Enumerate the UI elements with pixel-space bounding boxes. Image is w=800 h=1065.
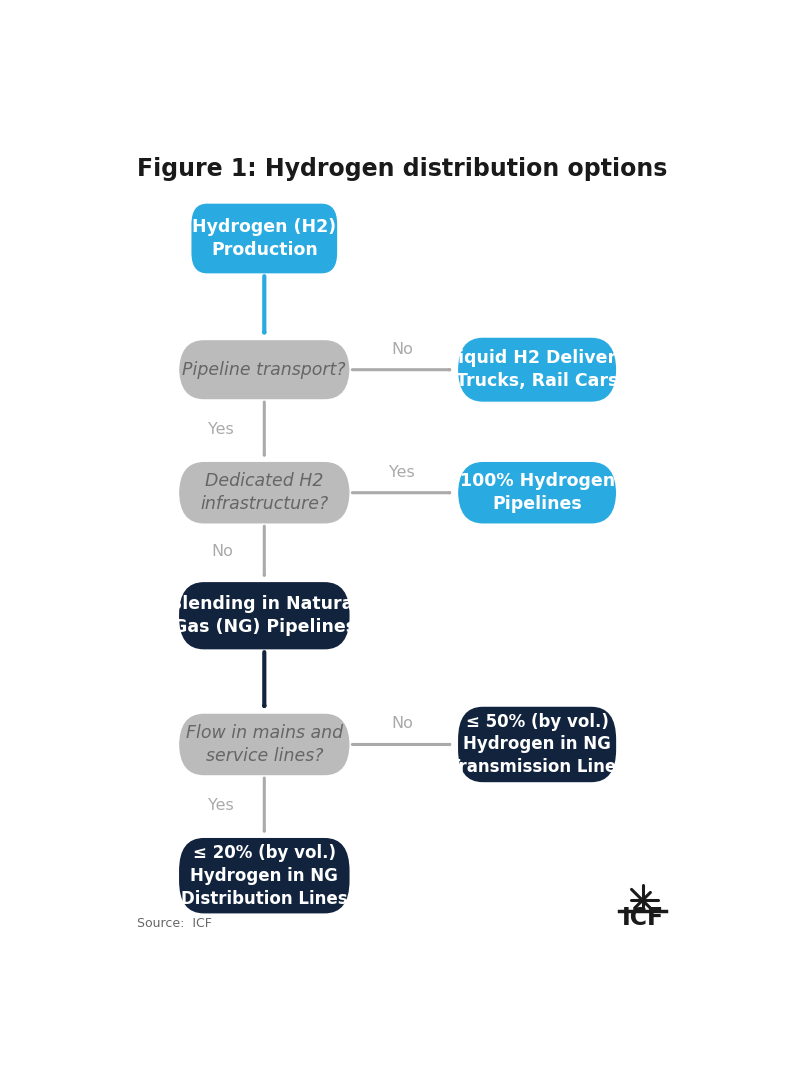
FancyBboxPatch shape: [179, 583, 350, 650]
FancyBboxPatch shape: [179, 838, 350, 914]
FancyBboxPatch shape: [458, 338, 616, 402]
Text: Yes: Yes: [390, 464, 415, 479]
Text: 100% Hydrogen
Pipelines: 100% Hydrogen Pipelines: [459, 472, 614, 513]
Text: Yes: Yes: [207, 423, 234, 438]
Text: No: No: [391, 717, 413, 732]
Text: No: No: [391, 342, 413, 357]
Text: No: No: [211, 544, 234, 559]
Text: Hydrogen (H2)
Production: Hydrogen (H2) Production: [192, 218, 336, 259]
Text: Pipeline transport?: Pipeline transport?: [182, 361, 346, 379]
Text: Blending in Natural
Gas (NG) Pipelines: Blending in Natural Gas (NG) Pipelines: [169, 595, 359, 636]
FancyBboxPatch shape: [179, 714, 350, 775]
Text: Figure 1: Hydrogen distribution options: Figure 1: Hydrogen distribution options: [138, 157, 667, 180]
Text: ICF: ICF: [622, 906, 663, 930]
Text: ≤ 50% (by vol.)
Hydrogen in NG
Transmission Lines: ≤ 50% (by vol.) Hydrogen in NG Transmiss…: [449, 712, 626, 776]
FancyBboxPatch shape: [179, 340, 350, 399]
Text: Flow in mains and
service lines?: Flow in mains and service lines?: [186, 724, 343, 765]
FancyBboxPatch shape: [458, 707, 616, 782]
FancyBboxPatch shape: [191, 203, 337, 274]
FancyBboxPatch shape: [458, 462, 616, 524]
Text: ≤ 20% (by vol.)
Hydrogen in NG
Distribution Lines: ≤ 20% (by vol.) Hydrogen in NG Distribut…: [181, 843, 348, 907]
Text: Source:  ICF: Source: ICF: [138, 917, 212, 930]
Text: Liquid H2 Delivery
Trucks, Rail Cars: Liquid H2 Delivery Trucks, Rail Cars: [447, 349, 627, 390]
Text: Yes: Yes: [207, 799, 234, 814]
FancyBboxPatch shape: [179, 462, 350, 524]
Text: Dedicated H2
infrastructure?: Dedicated H2 infrastructure?: [200, 472, 329, 513]
